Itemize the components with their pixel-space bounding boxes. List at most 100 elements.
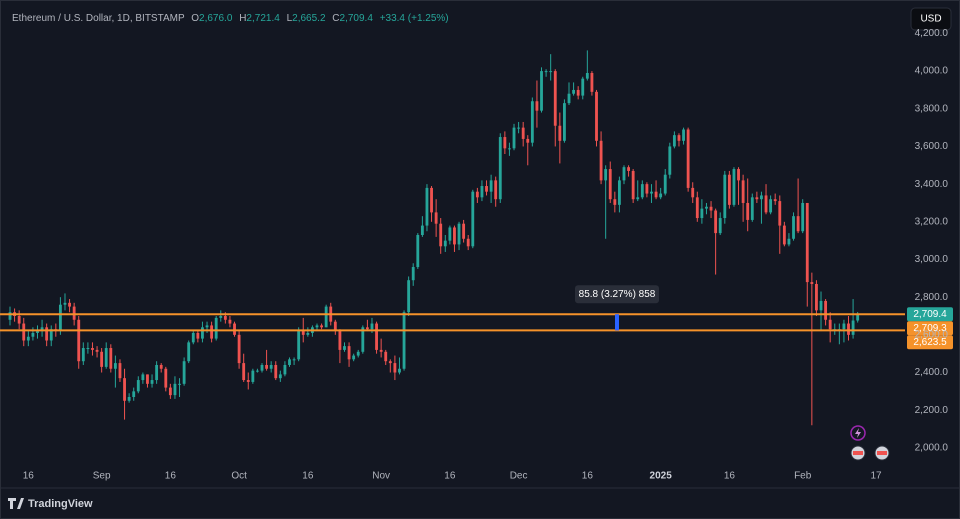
x-tick-label: Dec	[510, 471, 528, 482]
candle-body	[434, 212, 438, 224]
candle-body	[402, 312, 406, 369]
candle-body	[512, 127, 516, 149]
candle-body	[118, 363, 122, 379]
candle-body	[306, 332, 310, 335]
candle-body	[77, 319, 81, 362]
measure-label: 85.8 (3.27%) 858	[579, 289, 656, 300]
candle-body	[540, 71, 543, 111]
candle-body	[801, 202, 805, 232]
candle-body	[508, 148, 511, 150]
candle-body	[714, 210, 718, 234]
x-tick-label: 16	[165, 471, 177, 482]
candle-body	[709, 206, 713, 211]
candle-body	[485, 186, 488, 192]
candle-body	[370, 323, 374, 330]
candle-body	[563, 103, 566, 141]
candle-body	[338, 331, 342, 350]
candle-body	[576, 89, 580, 96]
candle-body	[796, 216, 800, 232]
candle-body	[233, 323, 236, 335]
candle-body	[792, 216, 795, 239]
candle-body	[425, 187, 429, 226]
candle-body	[553, 71, 557, 126]
candle-body	[737, 169, 740, 181]
candle-body	[856, 314, 860, 321]
candle-body	[595, 91, 598, 141]
candle-body	[95, 349, 99, 352]
candle-body	[146, 374, 149, 384]
candle-body	[269, 364, 273, 369]
x-tick-label: Oct	[231, 471, 247, 482]
candle-body	[278, 374, 282, 379]
x-tick-label: 16	[23, 471, 35, 482]
candle-body	[828, 319, 832, 330]
candle-body	[682, 129, 685, 141]
candle-body	[251, 370, 255, 382]
measure-bar	[615, 314, 619, 331]
x-tick-label: 17	[870, 471, 882, 482]
candle-body	[549, 71, 553, 73]
candle-body	[420, 225, 424, 235]
candle-body	[599, 140, 603, 181]
candle-body	[86, 348, 90, 350]
candle-body	[741, 180, 745, 203]
candle-body	[113, 363, 117, 369]
candle-body	[567, 93, 571, 104]
candle-body	[45, 327, 49, 341]
candle-body	[347, 346, 351, 360]
candle-body	[356, 351, 360, 356]
x-tick-label: Feb	[794, 471, 812, 482]
ohlc-key: C	[332, 13, 339, 24]
candle-body	[471, 191, 475, 247]
candle-body	[164, 368, 168, 388]
candle-body	[384, 351, 388, 362]
candle-body	[723, 174, 727, 219]
candle-body	[26, 336, 30, 341]
flag	[853, 451, 863, 455]
candle-body	[136, 380, 140, 392]
ohlc-key: O	[191, 13, 199, 24]
candle-body	[430, 187, 433, 213]
y-tick-label: 2,200.0	[915, 405, 949, 416]
candle-body	[645, 184, 649, 194]
candle-body	[265, 364, 269, 369]
candle-body	[489, 180, 493, 192]
candle-body	[205, 325, 209, 328]
candle-body	[36, 331, 39, 333]
ohlc-value: 2,676.0	[199, 13, 233, 24]
candle-body	[847, 323, 850, 335]
candle-body	[361, 327, 365, 352]
overlays: 2,709.4 2,709.3 2,623.5 85.8 (3.27%) 858	[0, 285, 953, 350]
candle-body	[81, 348, 85, 362]
y-tick-label: 3,000.0	[915, 254, 949, 265]
candle-body	[558, 125, 562, 141]
candle-body	[778, 201, 782, 226]
measure-box	[575, 285, 659, 304]
currency-label[interactable]: USD	[920, 14, 941, 25]
candle-body	[91, 348, 94, 350]
candle-body	[810, 282, 814, 284]
candle-body	[104, 348, 108, 367]
candle-body	[535, 101, 539, 111]
flag	[877, 451, 887, 455]
candle-body	[663, 174, 667, 194]
x-tick-label: 16	[444, 471, 456, 482]
candle-body	[503, 137, 507, 149]
candle-body	[443, 240, 447, 247]
candle-body	[320, 325, 323, 328]
candle-body	[228, 319, 232, 324]
currency-button[interactable]	[910, 7, 952, 31]
candle-body	[613, 199, 617, 205]
candle-body	[343, 346, 346, 350]
candle-body	[274, 364, 278, 379]
candle-body	[72, 306, 76, 320]
candles	[8, 50, 860, 426]
candle-body	[49, 329, 53, 341]
candle-body	[63, 302, 67, 305]
chart-header: Ethereum / U.S. Dollar, 1D, BITSTAMP O2,…	[12, 13, 449, 24]
y-tick-label: 4,200.0	[915, 28, 949, 39]
ohlc-value: 2,665.2	[292, 13, 326, 24]
candle-body	[237, 334, 241, 364]
